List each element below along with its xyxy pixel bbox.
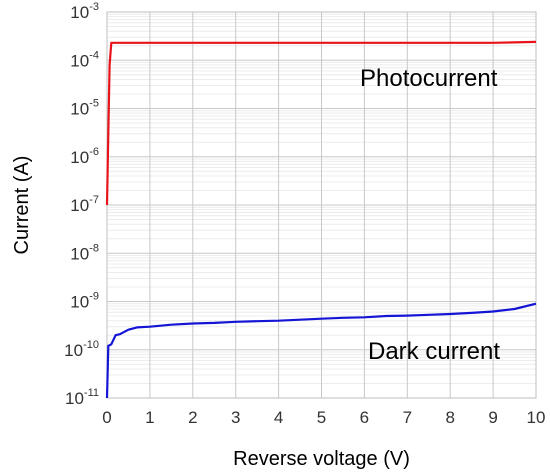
y-tick-labels: 10-3 10-4 10-5 10-6 10-7 10-8 10-9 10-10 10-11 <box>64 1 99 408</box>
y-tick-label: 10-8 <box>70 242 99 263</box>
y-tick-label: 10-5 <box>70 98 99 119</box>
y-tick-label: 10-3 <box>70 1 99 22</box>
x-axis-title: Reverse voltage (V) <box>233 448 410 470</box>
x-tick-label: 0 <box>102 408 111 427</box>
y-tick-label: 10-11 <box>65 387 99 408</box>
y-tick-label: 10-10 <box>64 339 99 360</box>
y-tick-label: 10-7 <box>70 194 99 215</box>
x-tick-label: 5 <box>317 408 326 427</box>
x-tick-label: 3 <box>231 408 240 427</box>
x-tick-label: 6 <box>360 408 369 427</box>
dark-current-line <box>105 302 537 399</box>
x-tick-label: 9 <box>488 408 497 427</box>
series-layer <box>105 40 537 399</box>
x-tick-labels: 0 1 2 3 4 5 6 7 8 9 10 <box>102 408 545 427</box>
x-tick-label: 10 <box>527 408 546 427</box>
annotation-photocurrent: Photocurrent <box>360 65 498 92</box>
annotation-dark-current: Dark current <box>368 338 500 365</box>
y-tick-label: 10-9 <box>70 291 99 312</box>
y-tick-label: 10-4 <box>70 49 99 70</box>
x-tick-label: 8 <box>445 408 454 427</box>
x-tick-label: 4 <box>274 408 283 427</box>
x-tick-label: 1 <box>145 408 154 427</box>
x-tick-label: 2 <box>188 408 197 427</box>
x-tick-label: 7 <box>403 408 412 427</box>
photocurrent-line <box>105 40 537 206</box>
y-tick-label: 10-6 <box>70 146 99 167</box>
y-axis-title: Current (A) <box>11 156 33 255</box>
